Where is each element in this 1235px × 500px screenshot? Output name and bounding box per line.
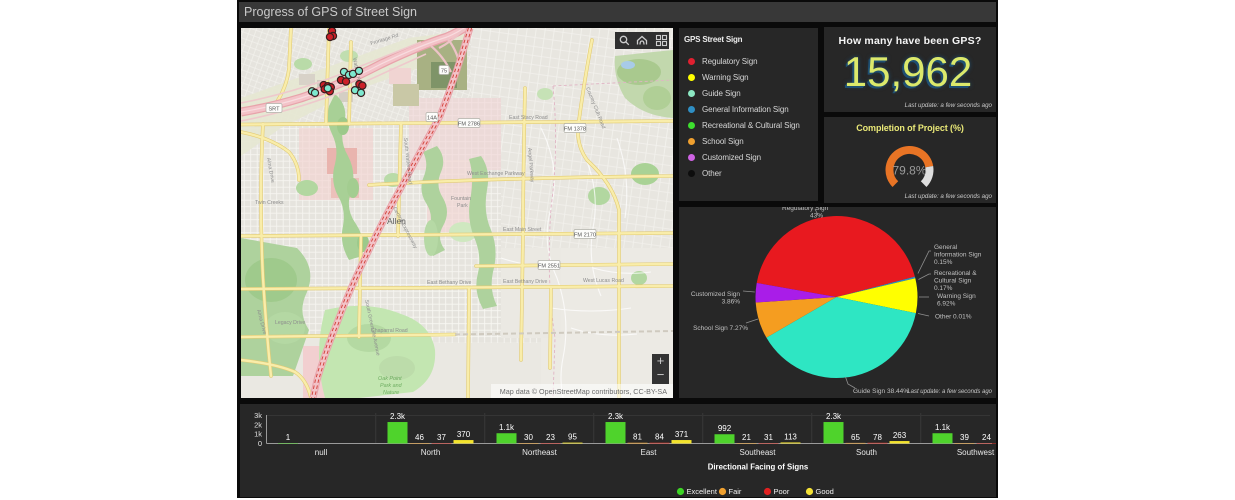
- svg-text:263: 263: [893, 431, 907, 440]
- svg-text:0.15%: 0.15%: [934, 259, 953, 266]
- svg-text:1: 1: [286, 433, 291, 442]
- svg-text:3.86%: 3.86%: [722, 299, 741, 306]
- svg-text:23: 23: [546, 433, 555, 442]
- svg-text:Twin Creeks: Twin Creeks: [255, 200, 284, 206]
- svg-text:78: 78: [873, 433, 882, 442]
- svg-text:Alma Drive: Alma Drive: [265, 157, 275, 183]
- svg-text:FM 2786: FM 2786: [458, 121, 480, 127]
- svg-text:Warning Sign: Warning Sign: [937, 293, 976, 300]
- svg-text:113: 113: [784, 432, 797, 441]
- svg-text:FM 2551: FM 2551: [538, 263, 560, 269]
- svg-text:East Main Street: East Main Street: [503, 227, 542, 233]
- svg-text:North: North: [421, 448, 441, 457]
- svg-text:992: 992: [718, 424, 732, 433]
- svg-text:Directional Facing of Signs: Directional Facing of Signs: [708, 463, 809, 472]
- svg-text:2k: 2k: [254, 420, 262, 429]
- svg-text:Park and: Park and: [380, 383, 403, 389]
- svg-text:Recreational &: Recreational &: [934, 270, 977, 277]
- svg-text:Map data © OpenStreetMap contr: Map data © OpenStreetMap contributors, C…: [500, 387, 667, 396]
- svg-text:14A: 14A: [427, 115, 437, 121]
- svg-text:81: 81: [633, 433, 642, 442]
- svg-text:0.17%: 0.17%: [934, 285, 953, 292]
- svg-text:Cultural Sign: Cultural Sign: [934, 278, 972, 285]
- svg-text:370: 370: [457, 430, 471, 439]
- svg-text:Nature: Nature: [383, 390, 399, 396]
- svg-text:43%: 43%: [810, 213, 823, 220]
- svg-text:3k: 3k: [254, 411, 262, 420]
- svg-text:Allen: Allen: [387, 216, 406, 226]
- svg-text:Excellent: Excellent: [687, 487, 718, 496]
- svg-text:1.1k: 1.1k: [499, 423, 515, 432]
- svg-text:31: 31: [764, 433, 773, 442]
- svg-text:Angel Parkway: Angel Parkway: [526, 148, 535, 183]
- svg-text:East Stacy Road: East Stacy Road: [509, 115, 548, 121]
- svg-text:2.3k: 2.3k: [390, 412, 406, 421]
- svg-text:Southwest: Southwest: [957, 448, 995, 457]
- svg-text:0: 0: [258, 439, 262, 448]
- svg-text:FM 1378: FM 1378: [564, 126, 586, 132]
- svg-text:West Lucas Road: West Lucas Road: [583, 278, 624, 284]
- svg-text:Southeast: Southeast: [739, 448, 776, 457]
- svg-text:95: 95: [568, 433, 577, 442]
- svg-text:2.3k: 2.3k: [608, 412, 624, 421]
- svg-text:30: 30: [524, 433, 533, 442]
- svg-text:Park: Park: [457, 203, 468, 209]
- svg-text:79.8%: 79.8%: [892, 164, 926, 178]
- svg-text:Northeast: Northeast: [522, 448, 557, 457]
- svg-text:South: South: [856, 448, 877, 457]
- svg-text:75: 75: [441, 68, 447, 74]
- svg-text:null: null: [315, 448, 328, 457]
- svg-text:Regulatory Sign: Regulatory Sign: [782, 207, 829, 212]
- svg-text:East: East: [640, 448, 657, 457]
- svg-text:1k: 1k: [254, 430, 262, 439]
- svg-text:Other 0.01%: Other 0.01%: [935, 314, 972, 321]
- svg-text:Good: Good: [816, 487, 834, 496]
- svg-text:Poor: Poor: [774, 487, 790, 496]
- svg-text:65: 65: [851, 433, 860, 442]
- svg-text:371: 371: [675, 430, 689, 439]
- svg-text:West Exchange Parkway: West Exchange Parkway: [467, 171, 525, 177]
- svg-text:21: 21: [742, 433, 751, 442]
- svg-text:Information Sign: Information Sign: [934, 252, 982, 259]
- svg-text:6.92%: 6.92%: [937, 301, 956, 308]
- svg-text:General: General: [934, 244, 958, 251]
- svg-text:East Bethany Drive: East Bethany Drive: [503, 279, 548, 285]
- svg-text:FM 2170: FM 2170: [574, 232, 596, 238]
- svg-text:East Bethany Drive: East Bethany Drive: [427, 280, 472, 286]
- svg-text:Oak Point: Oak Point: [378, 376, 402, 382]
- svg-text:Legacy Drive: Legacy Drive: [275, 320, 305, 326]
- svg-text:Customized Sign: Customized Sign: [691, 291, 741, 298]
- svg-text:37: 37: [437, 433, 446, 442]
- svg-text:2.3k: 2.3k: [826, 412, 842, 421]
- svg-text:Guide Sign 38.44%: Guide Sign 38.44%: [853, 388, 909, 395]
- svg-text:SRT: SRT: [268, 106, 280, 112]
- svg-text:School Sign 7.27%: School Sign 7.27%: [693, 325, 748, 332]
- svg-text:1.1k: 1.1k: [935, 423, 951, 432]
- svg-text:24: 24: [982, 433, 991, 442]
- svg-text:Fair: Fair: [729, 487, 742, 496]
- svg-text:84: 84: [655, 433, 664, 442]
- svg-text:Fountain: Fountain: [451, 196, 471, 202]
- svg-text:46: 46: [415, 433, 424, 442]
- svg-text:Chaparral Road: Chaparral Road: [371, 328, 408, 334]
- svg-text:39: 39: [960, 433, 969, 442]
- svg-text:South Watters Road: South Watters Road: [402, 138, 413, 185]
